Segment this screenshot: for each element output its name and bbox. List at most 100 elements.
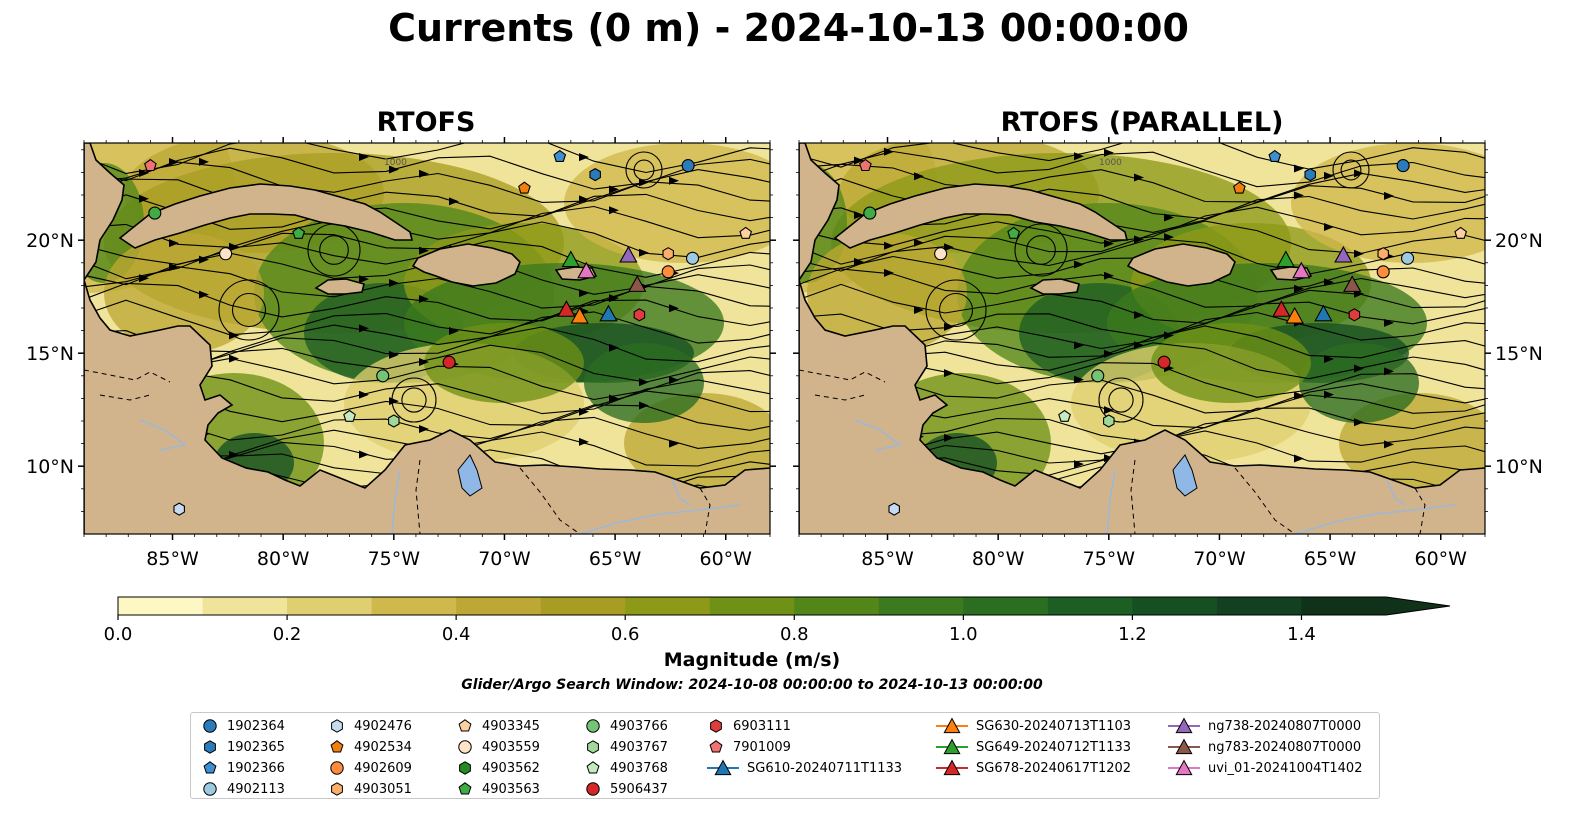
argo-marker: [1400, 251, 1415, 265]
colorbar-bin: [794, 597, 880, 615]
triangle-line-marker-icon: [1168, 738, 1200, 755]
streamline-arrow: [884, 147, 894, 156]
legend-label: 4902609: [354, 760, 412, 776]
pentagon-marker-icon: [330, 740, 344, 753]
eddy: [242, 78, 266, 102]
legend: 1902364 1902365 1902366 4902113 4902476 49025…: [190, 712, 1380, 799]
streamline-arrow: [1324, 223, 1334, 232]
glider-marker: [561, 250, 581, 268]
triangle-line-marker-icon: [707, 759, 739, 776]
streamline-arrow: [229, 331, 239, 340]
streamline-arrow: [944, 433, 954, 442]
argo-marker: [1007, 226, 1021, 239]
legend-item: 4902534: [328, 737, 412, 757]
argo-marker: [376, 369, 390, 383]
streamline-arrow: [419, 357, 429, 366]
streamline-arrow: [1294, 391, 1304, 400]
pentagon-marker-icon: [586, 761, 600, 774]
streamline: [799, 163, 1485, 203]
streamline: [84, 299, 770, 336]
legend-label: ng738-20240807T0000: [1208, 718, 1362, 734]
eddy: [1108, 387, 1134, 413]
streamline-arrow: [1074, 460, 1084, 469]
streamline-arrow: [609, 394, 619, 403]
glider-marker: [1334, 245, 1353, 263]
legend-label: 5906437: [610, 781, 668, 797]
argo-marker: [685, 251, 700, 265]
streamline-arrow: [1134, 310, 1144, 319]
streamline-arrow: [579, 437, 589, 446]
lon-tick-label: 80°W: [972, 548, 1025, 570]
eddy: [1014, 223, 1068, 277]
legend-item: 4903766: [584, 716, 668, 736]
legend-label: SG610-20240711T1133: [747, 760, 903, 776]
legend-item: SG649-20240712T1133: [936, 737, 1131, 757]
streamline-arrow: [139, 274, 149, 283]
eddy: [893, 62, 928, 97]
streamline-arrow: [1294, 284, 1304, 293]
hexagon-marker-icon: [331, 782, 343, 796]
streamline-arrow: [389, 278, 399, 287]
pentagon-marker-icon: [203, 761, 217, 774]
streamline: [799, 237, 1485, 275]
legend-item: 4902113: [201, 779, 285, 799]
colorbar-label: Magnitude (m/s): [663, 649, 841, 671]
argo-marker: [859, 158, 872, 172]
argo-marker: [148, 206, 162, 220]
triangle-line-marker-icon: [936, 759, 968, 776]
streamline-arrow: [884, 537, 894, 545]
streamline-arrow: [579, 289, 589, 298]
argo-marker: [661, 265, 675, 279]
streamline: [84, 178, 770, 217]
colorbar-tick-label: 0.8: [780, 624, 809, 645]
eddy: [1098, 377, 1144, 423]
search-window-caption: Glider/Argo Search Window: 2024-10-08 00…: [461, 677, 1043, 693]
colorbar-tick-label: 0.4: [442, 624, 471, 645]
streamline-arrow: [1354, 418, 1364, 427]
colorbar-tick-label: 0.2: [273, 624, 302, 645]
argo-marker: [589, 167, 601, 182]
legend-label: 4903768: [610, 760, 668, 776]
glider-marker: [1272, 300, 1291, 317]
hexagon-marker-icon: [459, 761, 471, 775]
legend-item: SG678-20240617T1202: [936, 758, 1131, 778]
eddy: [670, 96, 699, 125]
pentagon-marker-icon: [709, 740, 723, 753]
streamline-arrow: [1104, 406, 1114, 415]
streamline: [799, 283, 1485, 324]
streamline-arrow: [579, 195, 589, 204]
lat-tick-label: 10°N: [26, 456, 74, 478]
streamline-arrow: [139, 194, 149, 203]
legend-item: 4903768: [584, 758, 668, 778]
eddy: [186, 62, 221, 97]
streamline-arrow: [1324, 354, 1334, 363]
streamline-arrow: [359, 324, 369, 333]
streamline-arrow: [669, 304, 679, 313]
glider-marker: [1285, 306, 1304, 324]
streamline-arrow: [1324, 390, 1334, 399]
argo-marker: [1377, 247, 1389, 261]
colorbar-tick-label: 1.0: [949, 624, 978, 645]
eddy: [949, 78, 973, 102]
lat-tick-label: 15°N: [26, 343, 74, 365]
streamline-arrow: [419, 246, 429, 255]
legend-label: SG630-20240713T1103: [976, 718, 1132, 734]
colorbar-bin: [371, 597, 457, 615]
streamline-arrow: [1134, 173, 1144, 182]
streamline-arrow: [669, 439, 679, 448]
lon-tick-label: 65°W: [589, 548, 642, 570]
streamline-arrow: [1134, 341, 1144, 350]
triangle-line-marker-icon: [1168, 717, 1200, 734]
colorbar-bin: [456, 597, 542, 615]
streamline-arrow: [639, 378, 649, 387]
legend-item: 4902476: [328, 716, 412, 736]
legend-label: SG649-20240712T1133: [976, 739, 1132, 755]
speed-patch: [1151, 323, 1311, 403]
legend-label: 1902366: [227, 760, 285, 776]
lon-tick-label: 70°W: [478, 548, 531, 570]
lat-tick-label: 10°N: [1495, 456, 1543, 478]
argo-marker: [1376, 265, 1390, 279]
streamline-arrow: [1104, 271, 1114, 280]
streamline-arrow: [944, 243, 954, 252]
legend-item: 4903563: [456, 779, 540, 799]
